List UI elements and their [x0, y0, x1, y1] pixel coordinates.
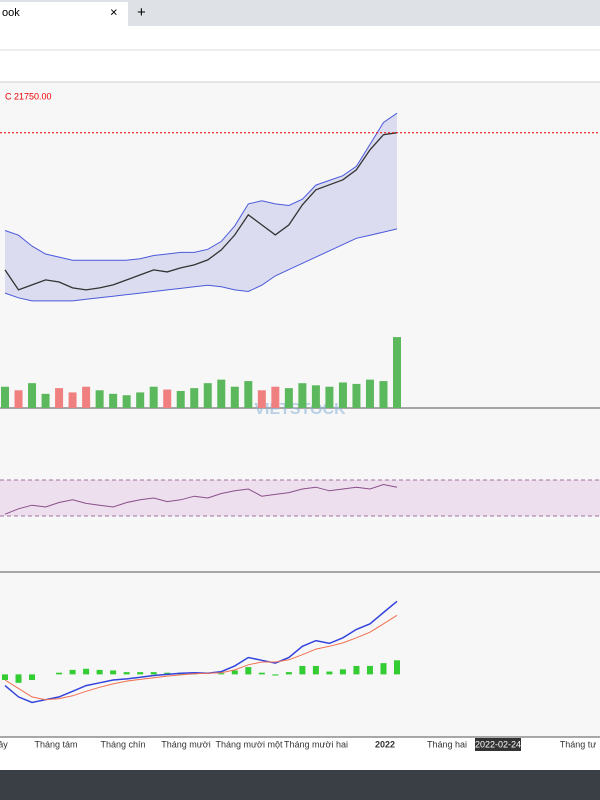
macd-histogram-bar	[137, 672, 144, 675]
volume-bar	[230, 386, 239, 408]
macd-histogram-bar	[285, 672, 292, 675]
toolbar	[0, 26, 600, 50]
volume-bar	[14, 390, 23, 408]
macd-histogram-bar	[380, 663, 387, 675]
macd-histogram-bar	[69, 669, 76, 675]
volume-bar	[393, 337, 401, 408]
time-axis-label: Tháng chín	[100, 739, 145, 749]
macd-histogram-bar	[231, 670, 238, 675]
macd-histogram-bar	[312, 665, 319, 675]
volume-bar	[217, 379, 226, 408]
volume-bar	[149, 386, 158, 408]
macd-histogram-bar	[245, 667, 252, 675]
volume-bar	[109, 393, 118, 408]
bollinger-band	[5, 113, 397, 301]
volume-bar	[1, 386, 9, 408]
volume-bar	[325, 386, 334, 408]
volume-bar	[55, 388, 64, 408]
volume-bar	[82, 386, 91, 408]
macd-line	[4, 600, 398, 704]
rsi-band	[0, 480, 600, 516]
time-axis-label: Tháng mười hai	[284, 739, 348, 749]
upper-band	[4, 112, 398, 261]
macd-histogram-bar	[394, 660, 400, 675]
volume-bar	[379, 381, 388, 408]
volume-bar	[311, 385, 320, 408]
macd-histogram-bar	[2, 674, 8, 680]
macd-histogram-bar	[56, 672, 63, 675]
volume-bar	[271, 386, 280, 408]
time-axis-label: Tháng mười một	[216, 739, 283, 749]
volume-bar	[203, 383, 212, 408]
chart-area	[0, 82, 600, 737]
volume-bar	[244, 381, 253, 408]
volume-bar	[41, 393, 50, 408]
last-price-label: C 21750.00	[5, 91, 52, 101]
macd-histogram-bar	[110, 670, 117, 675]
macd-histogram-bar	[299, 665, 306, 675]
volume-bar	[190, 388, 199, 408]
volume-bar	[122, 395, 131, 408]
crosshair-date-box	[475, 738, 521, 751]
macd-histogram-bar	[150, 672, 157, 675]
time-axis-label: 2022	[375, 739, 395, 749]
rsi-line	[4, 483, 398, 515]
volume-bar	[68, 392, 77, 408]
macd-histogram-bar	[96, 669, 103, 675]
price-line	[4, 132, 398, 291]
macd-histogram-bar	[353, 665, 360, 675]
volume-bar	[95, 390, 104, 408]
macd-histogram-bar	[83, 668, 90, 675]
macd-histogram-bar	[258, 672, 265, 675]
volume-bar	[298, 383, 307, 408]
tab-close[interactable]: ×	[110, 4, 118, 19]
volume-bar	[163, 389, 172, 408]
macd-histogram-bar	[29, 674, 36, 680]
volume-bar	[257, 390, 266, 408]
time-axis-label: Tháng mười	[161, 739, 210, 749]
time-axis-label: Tháng tám	[34, 739, 77, 749]
volume-bar	[365, 379, 374, 408]
volume-bar	[136, 392, 145, 408]
volume-bar	[338, 382, 347, 408]
tab-title: ook	[2, 7, 20, 19]
macd-histogram-bar	[366, 665, 373, 675]
macd-histogram-bar	[15, 674, 22, 683]
new-tab[interactable]: +	[137, 4, 146, 21]
volume-bar	[352, 383, 361, 408]
time-axis-label: Tháng hai	[427, 739, 467, 749]
macd-histogram-bar	[123, 672, 130, 675]
volume-bar	[284, 388, 293, 408]
volume-bar	[176, 390, 185, 408]
macd-histogram-bar	[272, 674, 279, 676]
time-axis-label: 2022-02-24	[475, 739, 521, 749]
time-axis-label: ảy	[0, 739, 8, 749]
lower-band	[4, 228, 398, 302]
macd-histogram-bar	[218, 673, 225, 675]
tab[interactable]	[0, 2, 128, 26]
macd-histogram-bar	[339, 669, 346, 675]
status-bar	[0, 770, 600, 800]
volume-bar	[28, 383, 37, 408]
macd-histogram-bar	[326, 671, 333, 675]
time-axis-label: Tháng tư	[560, 739, 597, 749]
macd-line	[4, 614, 398, 701]
macd-histogram-bar	[164, 672, 171, 675]
